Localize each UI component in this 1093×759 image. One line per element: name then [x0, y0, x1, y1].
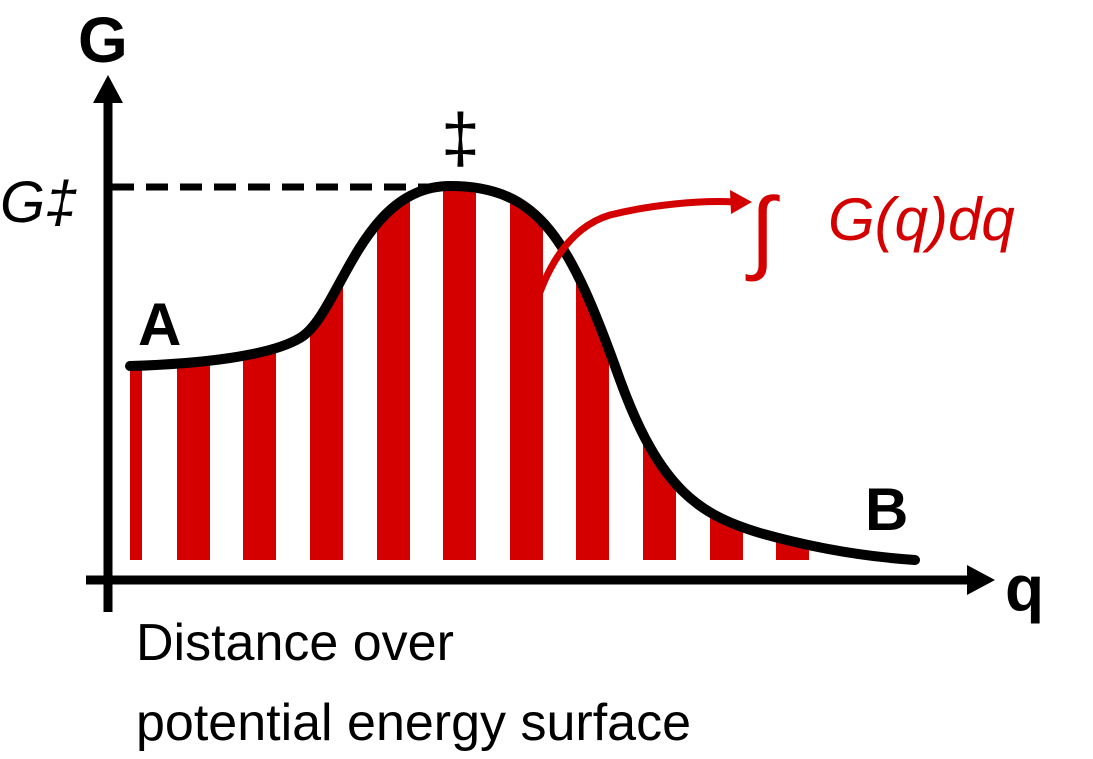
x-axis-arrowhead — [967, 565, 995, 595]
stripe-bar — [443, 186, 476, 560]
integral-symbol: ∫ — [745, 180, 780, 282]
caption-line-1: Distance over — [136, 614, 454, 672]
y-axis-arrowhead — [93, 75, 123, 103]
state-a-label: A — [138, 291, 181, 358]
stripe-bar — [576, 186, 609, 560]
caption-line-2: potential energy surface — [136, 694, 691, 752]
stripe-bar — [710, 186, 743, 560]
stripe-bar — [310, 186, 343, 560]
barrier-label: G‡ — [0, 170, 77, 235]
transition-state-symbol: ‡ — [441, 99, 480, 177]
stripe-bar — [510, 186, 543, 560]
energy-curve — [125, 180, 920, 565]
stripe-bar — [643, 186, 676, 560]
stripe-bar — [177, 186, 210, 560]
integral-pointer-arrowhead — [730, 190, 752, 214]
state-b-label: B — [865, 476, 908, 543]
y-axis-label: G — [78, 4, 128, 76]
integral-expression: G(q)dq — [828, 186, 1015, 253]
stripe-bar — [377, 186, 410, 560]
integral-pointer-arrow — [518, 198, 736, 379]
x-axis-label: q — [1005, 552, 1044, 624]
stripe-bar — [776, 186, 809, 560]
